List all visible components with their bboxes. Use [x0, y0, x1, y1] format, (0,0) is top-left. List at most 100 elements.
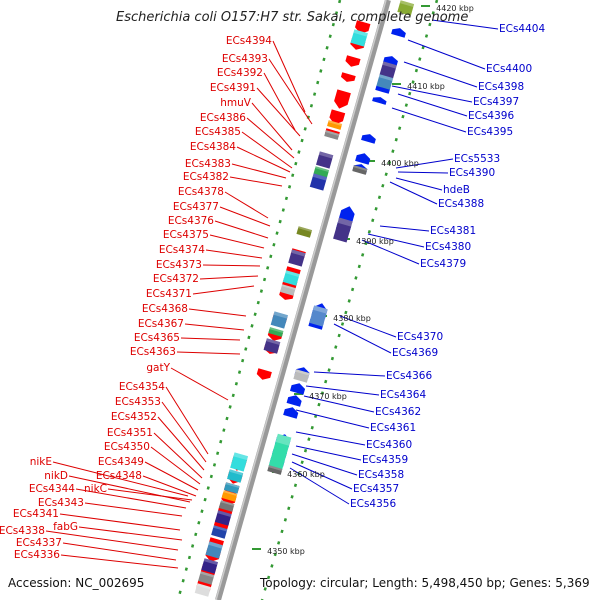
gene-block	[194, 583, 211, 597]
forward-label-connector	[219, 206, 271, 227]
reverse-gene-arrow	[355, 153, 371, 165]
reverse-label-connector	[397, 93, 468, 117]
forward-label-connector	[199, 275, 259, 280]
forward-gene-label: ECs4336	[14, 549, 60, 561]
reverse-gene-label: ECs4369	[392, 347, 438, 359]
gene-block	[376, 74, 394, 90]
forward-gene-label: gatY	[146, 362, 170, 374]
forward-label-connector	[144, 461, 199, 491]
forward-label-connector	[268, 58, 313, 125]
reverse-label-connector	[397, 171, 449, 174]
forward-gene-label: ECs4393	[222, 53, 268, 65]
forward-label-connector	[192, 285, 255, 295]
forward-gene-label: ECs4363	[130, 346, 176, 358]
forward-gene-label: ECs4344	[29, 483, 75, 495]
forward-label-connector	[142, 475, 197, 497]
reverse-label-connector	[403, 61, 478, 88]
reverse-gene-arrow	[383, 56, 398, 66]
kbp-tick-label: 4380 kbp	[333, 314, 371, 323]
gene-block	[268, 433, 292, 471]
forward-label-connector	[202, 264, 261, 267]
forward-gene-label: ECs4348	[96, 470, 142, 482]
gene-block	[397, 0, 415, 16]
reverse-gene-label: ECs4361	[370, 422, 416, 434]
reverse-gene-label: ECs4362	[375, 406, 421, 418]
forward-gene-label: ECs4350	[104, 441, 150, 453]
forward-label-connector	[52, 461, 189, 497]
reverse-label-connector	[333, 323, 392, 354]
forward-label-connector	[62, 542, 177, 561]
forward-label-connector	[188, 308, 247, 317]
reverse-label-connector	[407, 39, 486, 70]
forward-label-connector	[75, 488, 187, 509]
reverse-strand-labels: ECs4404 ECs4400 ECs4398 ECs4397 ECs4396 ECs43…	[350, 23, 545, 510]
gene-block	[218, 500, 235, 512]
reverse-gene-label: ECs4398	[478, 81, 524, 93]
forward-gene-label: ECs4378	[178, 186, 224, 198]
forward-label-connector	[180, 337, 241, 341]
forward-label-connector	[214, 220, 269, 239]
gene-block	[288, 249, 306, 267]
reverse-gene-label: ECs5533	[454, 153, 500, 165]
forward-gene-label: nikD	[44, 470, 68, 482]
reverse-label-connector	[395, 177, 443, 191]
forward-label-connector	[184, 323, 245, 331]
forward-gene-arrow	[334, 89, 351, 109]
reverse-label-connector	[379, 225, 430, 232]
reverse-gene-label: ECs4380	[425, 241, 471, 253]
forward-gene-label: ECs4392	[217, 67, 263, 79]
forward-label-connector	[68, 475, 191, 503]
forward-gene-label: ECs4376	[168, 215, 214, 227]
gene-block	[352, 165, 368, 175]
reverse-gene-arrow	[372, 97, 387, 105]
forward-gene-label: ECs4352	[111, 411, 157, 423]
forward-gene-arrow	[345, 55, 361, 67]
forward-label-connector	[236, 146, 291, 173]
map-title: Escherichia coli O157:H7 str. Sakai, com…	[116, 10, 468, 25]
gene-block	[223, 482, 240, 494]
forward-gene-label: ECs4351	[107, 427, 153, 439]
gene-block	[230, 452, 249, 472]
forward-gene-label: ECs4374	[159, 244, 205, 256]
kbp-tick-label: 4370 kbp	[309, 392, 347, 401]
forward-label-connector	[263, 72, 296, 131]
gene-block	[316, 151, 334, 169]
forward-gene-label: ECs4391	[210, 82, 256, 94]
reverse-gene-label: ECs4400	[486, 63, 532, 75]
gene-block	[293, 369, 310, 383]
kbp-tick-label: 4410 kbp	[407, 82, 445, 91]
forward-gene-arrow	[329, 109, 346, 125]
reverse-label-connector	[295, 445, 362, 461]
forward-gene-label: ECs4368	[142, 303, 188, 315]
forward-gene-label: ECs4365	[134, 332, 180, 344]
label-connectors	[45, 19, 499, 569]
forward-label-connector	[231, 163, 287, 179]
forward-label-connector	[107, 488, 193, 501]
gene-block	[350, 29, 368, 47]
forward-strand-labels: ECs4394 ECs4393 ECs4392 ECs4391 hmuV ECs4386 E…	[0, 35, 272, 561]
kbp-tick-label: 4390 kbp	[356, 237, 394, 246]
gene-block	[324, 130, 340, 140]
reverse-label-connector	[295, 431, 366, 446]
forward-label-connector	[165, 386, 209, 455]
forward-label-connector	[161, 401, 207, 463]
reverse-label-connector	[313, 371, 386, 377]
gene-block	[379, 61, 397, 79]
reverse-gene-label: ECs4360	[366, 439, 412, 451]
genome-backbone	[215, 0, 391, 600]
genome-backbone-highlight	[215, 0, 387, 600]
reverse-gene-label: ECs4364	[380, 389, 426, 401]
forward-label-connector	[153, 432, 203, 479]
reverse-gene-label: ECs4396	[468, 110, 514, 122]
forward-label-connector	[176, 351, 241, 355]
gene-block	[201, 558, 219, 574]
gene-block	[309, 305, 328, 327]
tick-label-layer: 4420 kbp 4410 kbp 4400 kbp 4390 kbp 4380 kbp…	[267, 4, 474, 556]
reverse-gene-label: ECs4397	[473, 96, 519, 108]
gene-block	[333, 217, 353, 243]
gene-block	[263, 338, 281, 354]
accession-text: Accession: NC_002695	[8, 576, 144, 590]
kbp-tick-label: 4420 kbp	[436, 4, 474, 13]
forward-label-connector	[229, 176, 283, 187]
reverse-gene-arrow	[286, 395, 302, 407]
